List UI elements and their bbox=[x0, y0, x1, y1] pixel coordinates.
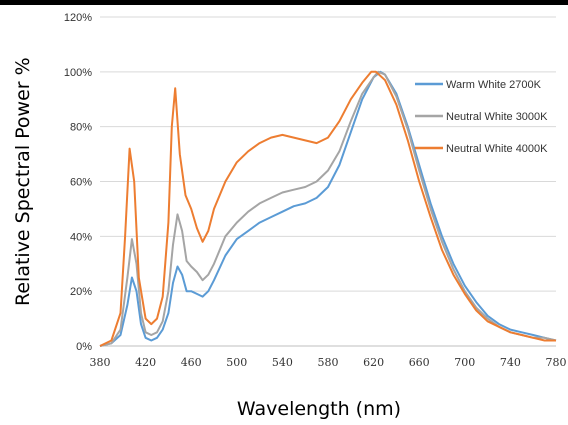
x-tick-label: 700 bbox=[454, 356, 475, 369]
x-tick-label: 380 bbox=[90, 356, 111, 369]
x-tick-label: 740 bbox=[500, 356, 521, 369]
y-tick-label: 60% bbox=[70, 177, 92, 189]
y-tick-label: 0% bbox=[76, 341, 92, 353]
x-tick-label: 660 bbox=[409, 356, 430, 369]
x-tick-label: 420 bbox=[135, 356, 156, 369]
x-tick-label: 620 bbox=[363, 356, 384, 369]
series-line-2 bbox=[99, 70, 557, 347]
legend-label: Neutral White 3000K bbox=[446, 111, 548, 123]
y-tick-label: 80% bbox=[70, 122, 92, 134]
series-line-1 bbox=[99, 70, 557, 347]
y-tick-label: 20% bbox=[70, 286, 92, 298]
y-tick-label: 40% bbox=[70, 231, 92, 243]
series-line-3 bbox=[99, 70, 556, 347]
x-tick-label: 460 bbox=[181, 356, 202, 369]
x-tick-label: 580 bbox=[318, 356, 339, 369]
x-tick-label: 500 bbox=[226, 356, 247, 369]
x-tick-label: 780 bbox=[546, 356, 567, 369]
y-axis-label: Relative Spectral Power % bbox=[12, 57, 34, 306]
legend-label: Warm White 2700K bbox=[446, 79, 542, 91]
x-tick-label: 540 bbox=[272, 356, 293, 369]
legend-label: Neutral White 4000K bbox=[446, 143, 548, 155]
x-axis-label: Wavelength (nm) bbox=[236, 398, 402, 420]
top-border bbox=[0, 0, 568, 5]
y-tick-label: 120% bbox=[64, 12, 92, 24]
y-tick-label: 100% bbox=[64, 67, 92, 79]
